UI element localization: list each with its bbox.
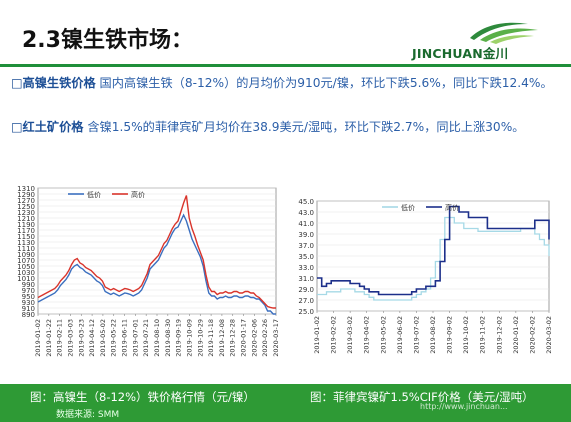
x-tick-label: 2019-07-21 [142, 319, 150, 357]
company-logo [470, 22, 538, 44]
y-tick-label: 990 [22, 281, 35, 289]
left-chart-caption: 图：高镍生（8-12%）铁价格行情（元/镍） [30, 390, 255, 404]
x-tick-label: 2020-01-02 [512, 316, 520, 354]
y-tick-label: 29.0 [298, 286, 314, 294]
x-tick-label: 2019-10-02 [462, 316, 470, 354]
y-tick-label: 37.0 [298, 242, 314, 250]
y-tick-label: 41.0 [298, 220, 314, 228]
y-tick-label: 1170 [17, 227, 35, 235]
y-tick-label: 31.0 [298, 275, 314, 283]
x-tick-label: 2019-01-22 [45, 319, 53, 357]
legend-label: 低价 [87, 190, 101, 199]
x-tick-label: 2019-04-12 [88, 319, 96, 357]
x-tick-label: 2019-01-02 [313, 316, 321, 354]
x-tick-label: 2020-02-02 [528, 316, 536, 354]
x-tick-label: 2019-07-02 [412, 316, 420, 354]
y-tick-label: 1250 [17, 203, 35, 211]
x-tick-label: 2019-05-02 [99, 319, 107, 357]
legend-label: 高价 [131, 190, 145, 199]
x-tick-label: 2019-02-11 [56, 319, 64, 357]
x-tick-label: 2019-07-01 [131, 319, 139, 357]
y-tick-label: 1190 [17, 221, 35, 229]
legend-label: 高价 [445, 203, 459, 212]
logo-text: JINCHUAN金川 [412, 46, 509, 61]
y-tick-label: 1130 [17, 239, 35, 247]
series-line-low [37, 213, 276, 315]
y-tick-label: 910 [22, 305, 35, 313]
data-source: 数据来源: SMM [56, 410, 120, 420]
y-tick-label: 39.0 [298, 231, 314, 239]
x-tick-label: 2019-03-03 [66, 319, 74, 357]
nickel-pig-iron-text: 国内高镍生铁（8-12%）的月均价为910元/镍，环比下跌5.6%，同比下跌12… [95, 76, 553, 90]
y-tick-label: 1150 [17, 233, 35, 241]
y-tick-label: 1210 [17, 215, 35, 223]
x-tick-label: 2019-08-02 [429, 316, 437, 354]
y-tick-label: 25.0 [298, 308, 314, 316]
laterite-ore-text: 含镍1.5%的菲律宾矿月均价在38.9美元/湿吨，环比下跌2.7%，同比上涨30… [83, 120, 525, 134]
y-tick-label: 1290 [17, 191, 35, 199]
y-tick-label: 27.0 [298, 297, 314, 305]
page-title: 2.3镍生铁市场： [22, 28, 193, 53]
x-tick-label: 2019-11-02 [479, 316, 487, 354]
legend-label: 低价 [401, 203, 415, 212]
x-tick-label: 2020-01-17 [240, 319, 248, 357]
x-tick-label: 2019-05-22 [110, 319, 118, 357]
y-tick-label: 35.0 [298, 253, 314, 261]
x-tick-label: 2019-10-29 [196, 319, 204, 357]
x-tick-label: 2019-06-02 [396, 316, 404, 354]
right-chart-caption: 图：菲律宾镍矿1.5%CIF价格（美元/湿吨） [310, 390, 534, 404]
y-tick-label: 1030 [17, 269, 35, 277]
x-tick-label: 2019-12-28 [229, 319, 237, 357]
x-tick-label: 2019-10-09 [185, 319, 193, 357]
y-tick-label: 1270 [17, 197, 35, 205]
series-line-low [317, 216, 550, 301]
y-tick-label: 1110 [17, 245, 35, 253]
x-tick-label: 2020-02-06 [250, 319, 258, 357]
y-tick-label: 43.0 [298, 209, 314, 217]
watermark: http://www.jinchuan... [420, 402, 508, 411]
y-tick-label: 33.0 [298, 264, 314, 272]
x-tick-label: 2019-06-11 [121, 319, 129, 357]
x-tick-label: 2019-01-02 [34, 319, 42, 357]
header-divider [0, 64, 571, 67]
x-tick-label: 2019-03-23 [77, 319, 85, 357]
series-line-high [37, 195, 276, 309]
nickel-pig-iron-label: □高镍生铁价格 [11, 76, 96, 90]
laterite-ore-paragraph: □红土矿价格 含镍1.5%的菲律宾矿月均价在38.9美元/湿吨，环比下跌2.7%… [11, 118, 566, 137]
x-tick-label: 2019-08-30 [164, 319, 172, 357]
x-tick-label: 2020-03-17 [272, 319, 278, 357]
x-tick-label: 2019-03-02 [346, 316, 354, 354]
philippine-ore-price-chart: 25.0 27.0 29.0 31.0 33.0 35.0 37.0 39.0 41.0 43.0… [298, 198, 553, 354]
x-tick-label: 2019-02-02 [330, 316, 338, 354]
y-tick-label: 1230 [17, 209, 35, 217]
x-tick-label: 2019-12-08 [218, 319, 226, 357]
x-tick-label: 2020-03-02 [545, 316, 553, 354]
y-tick-label: 45.0 [298, 198, 314, 206]
x-tick-label: 2019-05-02 [379, 316, 387, 354]
x-tick-label: 2019-04-02 [363, 316, 371, 354]
y-tick-label: 1310 [17, 185, 35, 193]
y-tick-label: 1010 [17, 275, 35, 283]
caption-bar [0, 384, 571, 422]
laterite-ore-label: □红土矿价格 [11, 120, 84, 134]
x-tick-label: 2019-09-19 [175, 319, 183, 357]
y-tick-label: 950 [22, 293, 35, 301]
y-tick-label: 1090 [17, 251, 35, 259]
y-tick-label: 1070 [17, 257, 35, 265]
nickel-pig-iron-paragraph: □高镍生铁价格 国内高镍生铁（8-12%）的月均价为910元/镍，环比下跌5.6… [11, 74, 561, 93]
y-tick-label: 1050 [17, 263, 35, 271]
x-tick-label: 2019-09-02 [446, 316, 454, 354]
y-tick-label: 930 [22, 299, 35, 307]
x-tick-label: 2019-08-10 [153, 319, 161, 357]
nickel-pig-iron-price-chart: 8909109309509709901010103010501070109011… [17, 185, 278, 357]
y-tick-label: 970 [22, 287, 35, 295]
x-tick-label: 2020-02-26 [261, 319, 269, 357]
plot-area [37, 187, 277, 315]
series-line-high [317, 205, 550, 296]
x-tick-label: 2019-11-18 [207, 319, 215, 357]
y-tick-label: 890 [22, 311, 35, 319]
x-tick-label: 2019-12-02 [495, 316, 503, 354]
